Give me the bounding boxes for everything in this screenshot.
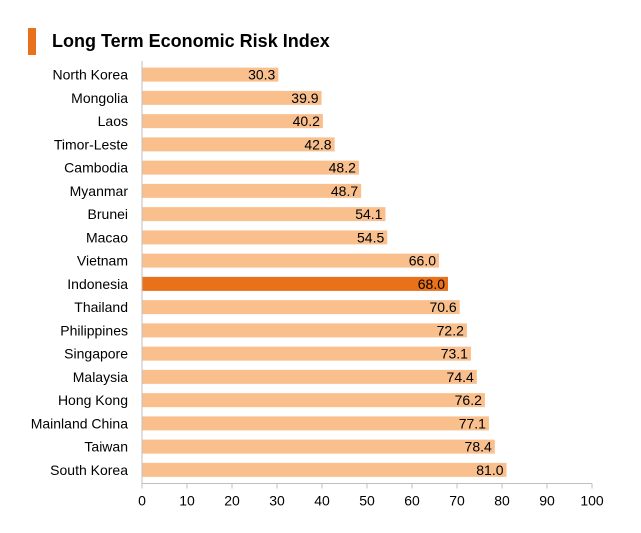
- x-tick-label: 100: [580, 493, 604, 509]
- bar: [142, 416, 489, 431]
- data-label: 77.1: [459, 415, 486, 431]
- category-label: Macao: [86, 229, 128, 245]
- data-label: 40.2: [293, 113, 320, 129]
- bar: [142, 462, 507, 477]
- data-label: 73.1: [441, 346, 468, 362]
- bar: [142, 207, 386, 222]
- bar: [142, 346, 471, 361]
- chart-title: Long Term Economic Risk Index: [52, 31, 330, 51]
- data-label: 54.1: [355, 206, 382, 222]
- bar: [142, 183, 362, 198]
- data-label: 39.9: [291, 90, 318, 106]
- category-label: Brunei: [88, 206, 128, 222]
- data-label: 72.2: [437, 322, 464, 338]
- data-label: 54.5: [357, 229, 384, 245]
- x-tick-label: 30: [269, 493, 285, 509]
- data-label: 78.4: [465, 439, 492, 455]
- bar: [142, 67, 279, 82]
- bar: [142, 276, 448, 291]
- data-label: 48.2: [329, 160, 356, 176]
- x-tick-label: 60: [404, 493, 420, 509]
- data-label: 30.3: [248, 67, 275, 83]
- title-accent-bar: [28, 28, 36, 55]
- category-label: South Korea: [50, 462, 128, 478]
- bar: [142, 323, 467, 338]
- bar: [142, 230, 388, 245]
- x-tick-label: 90: [539, 493, 555, 509]
- category-label: Malaysia: [73, 369, 128, 385]
- bar: [142, 160, 359, 175]
- bar: [142, 369, 477, 384]
- category-label: Singapore: [64, 346, 128, 362]
- category-label: Philippines: [60, 322, 128, 338]
- category-label: Thailand: [74, 299, 128, 315]
- data-label: 70.6: [429, 299, 456, 315]
- data-label: 66.0: [409, 253, 436, 269]
- x-tick-label: 10: [179, 493, 195, 509]
- category-label: Hong Kong: [58, 392, 128, 408]
- category-label: Mongolia: [71, 90, 128, 106]
- category-label: Cambodia: [64, 160, 128, 176]
- x-tick-label: 80: [494, 493, 510, 509]
- category-label: Indonesia: [67, 276, 128, 292]
- data-label: 68.0: [418, 276, 445, 292]
- x-tick-label: 40: [314, 493, 330, 509]
- bar: [142, 114, 323, 129]
- category-label: North Korea: [53, 67, 129, 83]
- data-label: 74.4: [447, 369, 474, 385]
- x-tick-label: 70: [449, 493, 465, 509]
- x-tick-label: 20: [224, 493, 240, 509]
- category-label: Myanmar: [70, 183, 129, 199]
- data-label: 76.2: [455, 392, 482, 408]
- category-label: Vietnam: [77, 253, 128, 269]
- category-label: Taiwan: [84, 439, 128, 455]
- data-label: 42.8: [304, 136, 331, 152]
- bar: [142, 253, 439, 268]
- bar: [142, 90, 322, 105]
- bar: [142, 393, 485, 408]
- data-label: 81.0: [476, 462, 503, 478]
- bar: [142, 137, 335, 152]
- category-label: Laos: [98, 113, 128, 129]
- category-label: Timor-Leste: [54, 136, 128, 152]
- bar: [142, 439, 495, 454]
- category-label: Mainland China: [31, 415, 128, 431]
- x-tick-label: 0: [138, 493, 146, 509]
- data-label: 48.7: [331, 183, 358, 199]
- bar: [142, 300, 460, 315]
- x-tick-label: 50: [359, 493, 375, 509]
